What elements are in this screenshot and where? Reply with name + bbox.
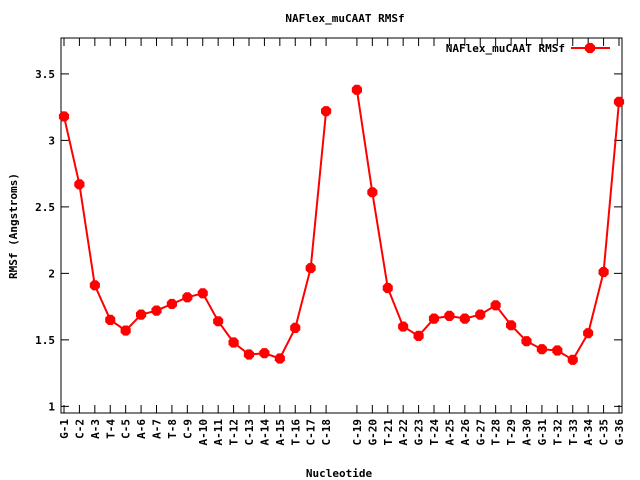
x-tick-label: A-34 <box>582 419 595 446</box>
x-tick-label: T-12 <box>228 419 241 446</box>
series-line <box>63 111 328 360</box>
data-point <box>583 328 594 339</box>
x-tick-label: A-30 <box>521 419 534 446</box>
x-tick-label: G-23 <box>413 419 426 446</box>
data-point <box>259 348 270 359</box>
data-point <box>166 298 177 309</box>
data-point <box>89 280 100 291</box>
data-point <box>351 84 362 95</box>
data-point <box>552 345 563 356</box>
data-point <box>367 187 378 198</box>
x-tick-label: A-22 <box>397 419 410 446</box>
data-point <box>74 179 85 190</box>
data-point <box>506 320 517 331</box>
data-point <box>613 96 625 107</box>
x-tick-label: T-33 <box>567 419 580 446</box>
x-tick-label: C-18 <box>320 419 333 446</box>
data-point <box>521 336 532 347</box>
x-tick-label: A-10 <box>197 419 210 446</box>
x-tick-label: G-20 <box>366 419 379 446</box>
data-point <box>290 322 301 333</box>
y-tick-label: 3 <box>48 134 55 147</box>
data-point <box>413 330 424 341</box>
x-tick-label: T-29 <box>505 419 518 446</box>
x-tick-label: T-16 <box>289 419 302 446</box>
data-point <box>459 313 470 324</box>
x-axis-ticks: G-1 C-2 A-3 T-4 C-5 A-6 A-7 T-8 C-9 A-10 A-11 T-12 C… <box>58 38 626 446</box>
chart-title: NAFlex_muCAAT RMSf <box>285 12 404 25</box>
data-point <box>213 316 224 327</box>
x-tick-label: G-31 <box>536 419 549 446</box>
legend: NAFlex_muCAAT RMSf <box>446 42 610 55</box>
x-tick-label: A-7 <box>151 419 164 439</box>
legend-marker <box>584 42 596 54</box>
x-tick-label: T-24 <box>428 419 441 446</box>
y-axis-label: RMSf (Angstroms) <box>7 173 20 279</box>
x-tick-label: A-3 <box>89 419 102 439</box>
x-tick-label: A-11 <box>212 419 225 446</box>
x-tick-label: C-17 <box>305 419 318 446</box>
series-line <box>355 89 620 362</box>
data-point <box>305 263 316 274</box>
x-tick-label: T-4 <box>104 419 117 439</box>
x-tick-label: C-2 <box>73 419 86 439</box>
data-point <box>398 321 409 332</box>
x-axis-label: Nucleotide <box>306 467 373 480</box>
data-point <box>58 111 70 122</box>
data-point <box>151 305 162 316</box>
x-tick-label: T-32 <box>551 419 564 446</box>
data-point <box>197 288 208 299</box>
x-tick-label: G-1 <box>58 419 71 439</box>
data-point <box>536 344 547 355</box>
x-tick-label: C-13 <box>243 419 256 446</box>
x-tick-label: C-5 <box>120 419 133 439</box>
data-point <box>444 310 455 321</box>
y-tick-label: 2.5 <box>35 201 55 214</box>
plot-frame <box>60 37 623 414</box>
data-point <box>182 292 193 303</box>
data-point <box>428 313 440 324</box>
x-tick-label: A-26 <box>459 419 472 446</box>
series-layer <box>58 84 625 365</box>
x-tick-label: C-9 <box>181 419 194 439</box>
data-point <box>228 337 239 348</box>
y-tick-label: 3.5 <box>35 68 55 81</box>
x-tick-label: T-21 <box>382 419 395 446</box>
y-tick-label: 1.5 <box>35 334 55 347</box>
data-point <box>243 349 255 360</box>
data-point <box>382 282 393 294</box>
x-tick-label: T-28 <box>490 419 503 446</box>
x-tick-label: T-8 <box>166 419 179 439</box>
x-tick-label: C-19 <box>351 419 364 446</box>
x-tick-label: A-25 <box>443 419 456 446</box>
y-tick-label: 1 <box>48 400 55 413</box>
x-tick-label: C-35 <box>598 419 611 446</box>
x-tick-label: G-27 <box>474 419 487 446</box>
data-point <box>321 106 332 117</box>
x-tick-label: A-14 <box>258 419 271 446</box>
x-tick-label: A-15 <box>274 419 287 446</box>
data-point <box>490 300 501 311</box>
data-point <box>105 314 116 325</box>
data-point <box>475 309 486 320</box>
x-tick-label: A-6 <box>135 419 148 439</box>
y-axis-ticks: 1 1.5 2 2.5 3 3.5 <box>35 68 622 413</box>
legend-label: NAFlex_muCAAT RMSf <box>446 42 565 55</box>
data-point <box>120 325 131 336</box>
data-point <box>274 353 285 364</box>
y-tick-label: 2 <box>48 267 55 280</box>
data-point <box>598 267 609 278</box>
data-point <box>567 354 578 365</box>
data-point <box>136 309 147 320</box>
x-tick-label: G-36 <box>613 419 626 446</box>
